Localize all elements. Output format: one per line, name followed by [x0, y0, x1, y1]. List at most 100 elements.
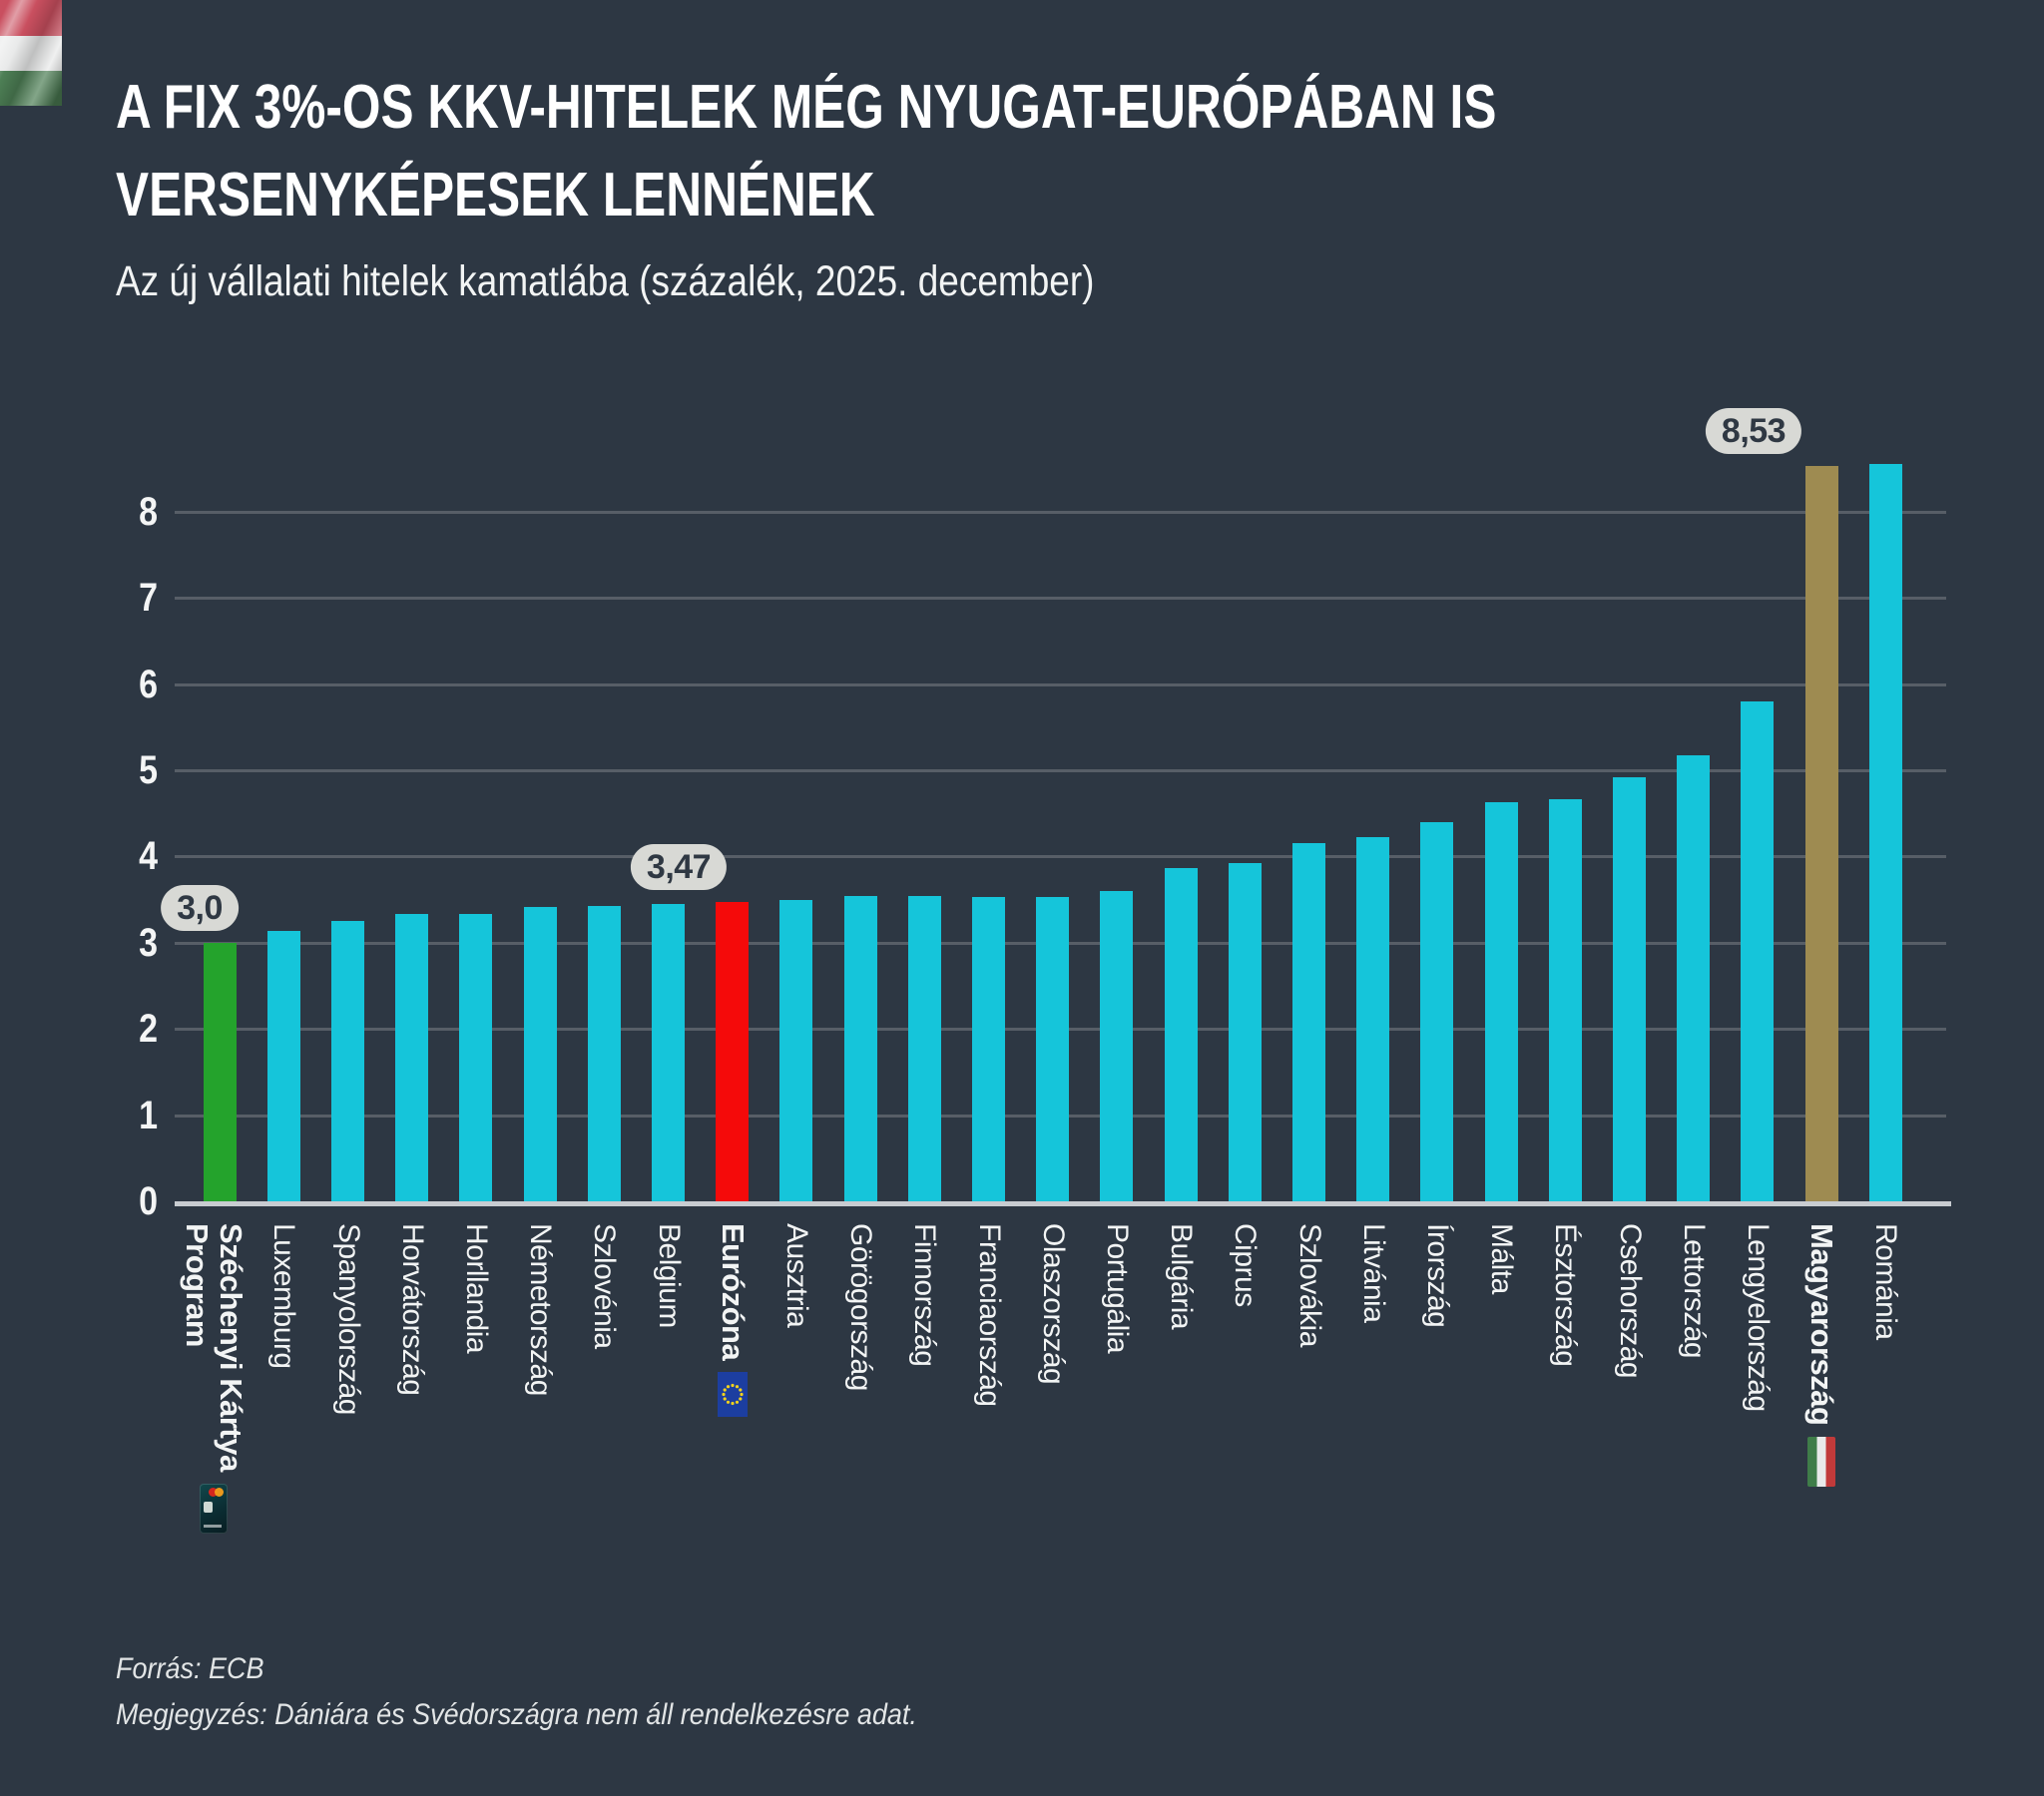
x-label-wrap-12: Franciaország — [972, 1223, 1006, 1407]
x-label-11: Finnország — [908, 1223, 941, 1367]
bar-finnország — [908, 896, 941, 1201]
y-axis-tick-7: 7 — [139, 576, 158, 620]
hungary-flag-sheen — [0, 0, 62, 106]
bar-portugália — [1100, 891, 1133, 1201]
bar-németország — [524, 907, 557, 1201]
x-label-0: Széchenyi Kártya Program — [180, 1223, 249, 1472]
x-label-wrap-26: Románia — [1868, 1223, 1902, 1340]
szechenyi-card-icon — [200, 1483, 228, 1534]
x-label-20: Málta — [1485, 1223, 1518, 1294]
x-label-9: Ausztria — [780, 1223, 813, 1328]
y-axis-tick-6: 6 — [139, 663, 158, 706]
x-label-12: Franciaország — [973, 1223, 1006, 1407]
x-label-8: Eurózóna — [716, 1223, 751, 1361]
gridline-5 — [175, 769, 1946, 772]
x-label-wrap-2: Spanyolország — [331, 1223, 365, 1415]
x-label-1: Luxemburg — [267, 1223, 300, 1369]
hungary-flag-stripes — [0, 0, 62, 106]
eu-flag-icon — [718, 1372, 748, 1418]
bar-spanyolország — [331, 921, 364, 1201]
x-label-wrap-10: Görögország — [843, 1223, 877, 1391]
bar-horllandia — [459, 914, 492, 1201]
x-label-18: Litvánia — [1357, 1223, 1390, 1323]
x-label-wrap-8: Eurózóna — [716, 1223, 751, 1418]
x-label-wrap-6: Szlovénia — [587, 1223, 621, 1349]
gridline-4 — [175, 855, 1946, 858]
bar-lengyelország — [1741, 701, 1774, 1201]
x-label-wrap-16: Ciprus — [1228, 1223, 1262, 1307]
x-label-wrap-19: Írország — [1420, 1223, 1454, 1327]
x-label-21: Észtország — [1549, 1223, 1582, 1367]
x-label-7: Belgium — [653, 1223, 686, 1328]
bar-lettország — [1677, 755, 1710, 1201]
x-label-wrap-11: Finnország — [907, 1223, 941, 1366]
value-badge-8-53: 8,53 — [1705, 408, 1802, 454]
x-label-wrap-14: Portugália — [1100, 1223, 1134, 1353]
y-axis-tick-2: 2 — [139, 1007, 158, 1051]
x-label-6: Szlovénia — [588, 1223, 621, 1349]
hungary-flag-icon — [1807, 1437, 1835, 1488]
bar-szlovénia — [588, 906, 621, 1201]
y-axis-tick-8: 8 — [139, 490, 158, 534]
bar-észtország — [1549, 799, 1582, 1201]
title-line-1: A FIX 3%-OS KKV-HITELEK MÉG NYUGAT-EURÓP… — [116, 73, 1497, 142]
x-label-16: Ciprus — [1229, 1223, 1262, 1307]
x-label-23: Lettország — [1678, 1223, 1711, 1359]
x-label-wrap-3: Horvátország — [395, 1223, 429, 1395]
card-txt — [204, 1524, 222, 1528]
bar-csehország — [1613, 777, 1646, 1201]
bar-írország — [1420, 822, 1453, 1201]
x-label-wrap-24: Lengyelország — [1741, 1223, 1775, 1412]
x-label-wrap-23: Lettország — [1677, 1223, 1711, 1358]
x-label-wrap-17: Szlovákia — [1292, 1223, 1326, 1347]
title-line-2: VERSENYKÉPESEK LENNÉNEK — [116, 161, 875, 230]
chart-subtitle: Az új vállalati hitelek kamatlába (száza… — [116, 257, 1095, 305]
x-label-wrap-7: Belgium — [652, 1223, 686, 1328]
card-chip — [204, 1501, 213, 1513]
card-mc-red — [209, 1487, 218, 1497]
bar-eurózóna — [716, 902, 749, 1201]
x-label-4: Horllandia — [460, 1223, 493, 1354]
x-label-17: Szlovákia — [1293, 1223, 1326, 1347]
x-label-14: Portugália — [1101, 1223, 1134, 1354]
x-label-wrap-1: Luxemburg — [266, 1223, 300, 1369]
page-title: A FIX 3%-OS KKV-HITELEK MÉG NYUGAT-EURÓP… — [116, 64, 1496, 239]
y-axis-tick-3: 3 — [139, 921, 158, 965]
y-axis-tick-5: 5 — [139, 748, 158, 792]
source-note: Forrás: ECB — [116, 1652, 264, 1685]
y-axis-tick-0: 0 — [139, 1179, 158, 1223]
bar-málta — [1485, 802, 1518, 1201]
x-label-2: Spanyolország — [332, 1223, 365, 1415]
y-axis-tick-4: 4 — [139, 834, 158, 878]
bar-ausztria — [779, 900, 812, 1201]
footer: Forrás: ECB Megjegyzés: Dániára és Svédo… — [116, 1651, 1006, 1743]
bar-olaszország — [1036, 897, 1069, 1201]
x-label-5: Németország — [524, 1223, 557, 1396]
bar-litvánia — [1356, 837, 1389, 1201]
x-label-15: Bulgária — [1165, 1223, 1198, 1330]
x-label-19: Írország — [1421, 1223, 1454, 1328]
x-label-3: Horvátország — [396, 1223, 429, 1396]
x-label-wrap-22: Csehország — [1613, 1223, 1647, 1378]
x-label-wrap-5: Németország — [523, 1223, 557, 1396]
x-label-24: Lengyelország — [1742, 1223, 1775, 1412]
x-label-25: Magyarország — [1804, 1223, 1839, 1426]
hungary-flag-logo — [0, 0, 62, 106]
bar-horvátország — [395, 914, 428, 1201]
x-label-wrap-18: Litvánia — [1356, 1223, 1390, 1322]
gridline-6 — [175, 683, 1946, 686]
x-label-22: Csehország — [1614, 1223, 1647, 1379]
x-label-wrap-20: Málta — [1484, 1223, 1518, 1294]
y-axis-tick-1: 1 — [139, 1094, 158, 1137]
bar-széchenyi-kártya-program — [204, 943, 237, 1201]
bar-ciprus — [1229, 863, 1262, 1201]
x-label-wrap-0: Széchenyi Kártya Program — [180, 1223, 249, 1534]
x-label-wrap-25: Magyarország — [1804, 1223, 1839, 1488]
x-label-wrap-15: Bulgária — [1164, 1223, 1198, 1329]
gridline-7 — [175, 597, 1946, 600]
bar-szlovákia — [1292, 843, 1325, 1201]
x-label-26: Románia — [1869, 1223, 1902, 1340]
x-label-wrap-13: Olaszország — [1036, 1223, 1070, 1384]
x-label-wrap-9: Ausztria — [779, 1223, 813, 1327]
